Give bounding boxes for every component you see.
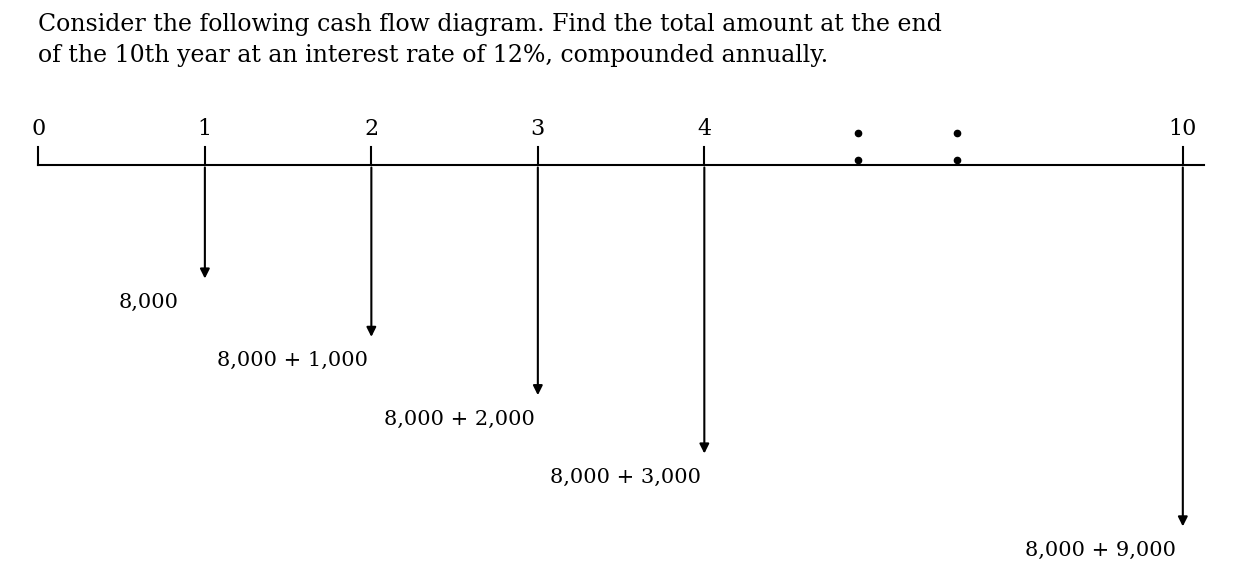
Text: 3: 3 xyxy=(530,118,545,140)
Text: 8,000 + 3,000: 8,000 + 3,000 xyxy=(550,468,701,487)
Text: 0: 0 xyxy=(31,118,46,140)
Text: 10: 10 xyxy=(1168,118,1196,140)
Text: 8,000: 8,000 xyxy=(119,293,178,312)
Text: 2: 2 xyxy=(365,118,378,140)
Text: 8,000 + 2,000: 8,000 + 2,000 xyxy=(383,410,534,428)
Text: 1: 1 xyxy=(198,118,211,140)
Text: 8,000 + 9,000: 8,000 + 9,000 xyxy=(1025,541,1175,560)
Text: 4: 4 xyxy=(697,118,712,140)
Text: 8,000 + 1,000: 8,000 + 1,000 xyxy=(218,352,368,370)
Text: Consider the following cash flow diagram. Find the total amount at the end
of th: Consider the following cash flow diagram… xyxy=(38,13,942,67)
